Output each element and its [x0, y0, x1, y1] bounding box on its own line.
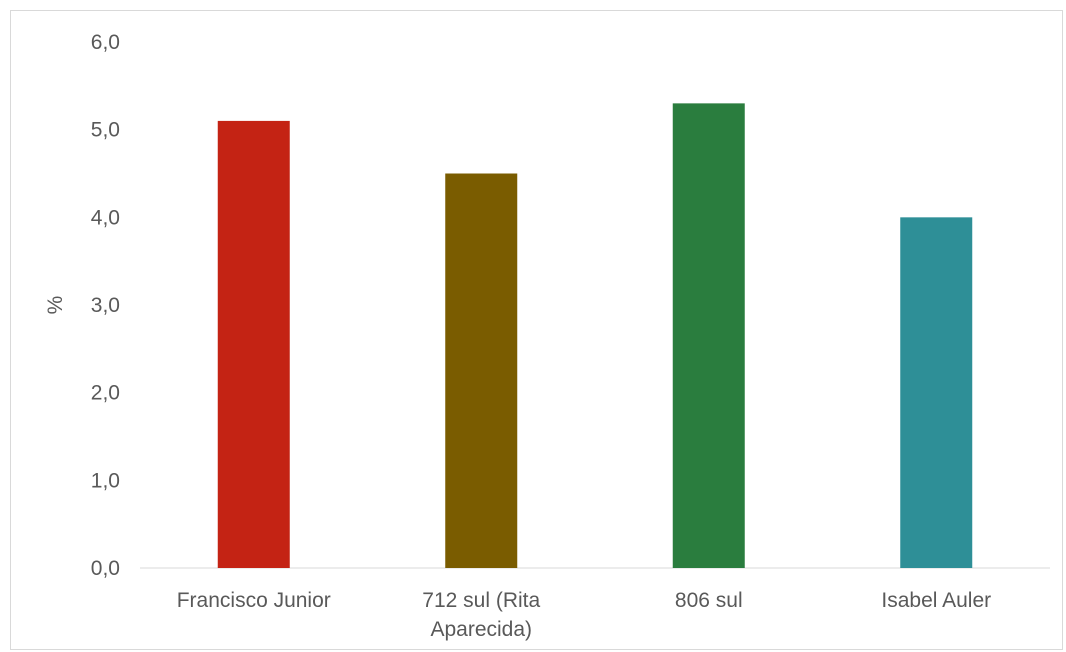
x-tick-labels: Francisco Junior 712 sul (Rita Aparecida) 8…: [177, 589, 991, 641]
bar: [672, 103, 745, 568]
y-tick-label: 2,0: [91, 382, 120, 405]
y-tick-label: 5,0: [91, 119, 120, 142]
y-tick-label: 3,0: [91, 294, 120, 317]
bars: [217, 103, 973, 569]
bar: [445, 173, 518, 568]
y-tick-labels: 0,0 1,0 2,0 3,0 4,0 5,0 6,0: [91, 31, 120, 580]
x-tick-label: Isabel Auler: [881, 589, 991, 612]
bar: [217, 120, 290, 569]
y-tick-label: 0,0: [91, 557, 120, 580]
bar: [900, 217, 973, 569]
y-axis-title: %: [44, 296, 67, 315]
x-tick-label: Francisco Junior: [177, 589, 331, 612]
y-tick-label: 4,0: [91, 206, 120, 229]
x-tick-label: 712 sul (Rita Aparecida): [422, 589, 540, 641]
chart-frame: [10, 10, 1063, 650]
y-tick-label: 1,0: [91, 469, 120, 492]
x-tick-label: 806 sul: [675, 589, 743, 612]
y-tick-label: 6,0: [91, 31, 120, 54]
